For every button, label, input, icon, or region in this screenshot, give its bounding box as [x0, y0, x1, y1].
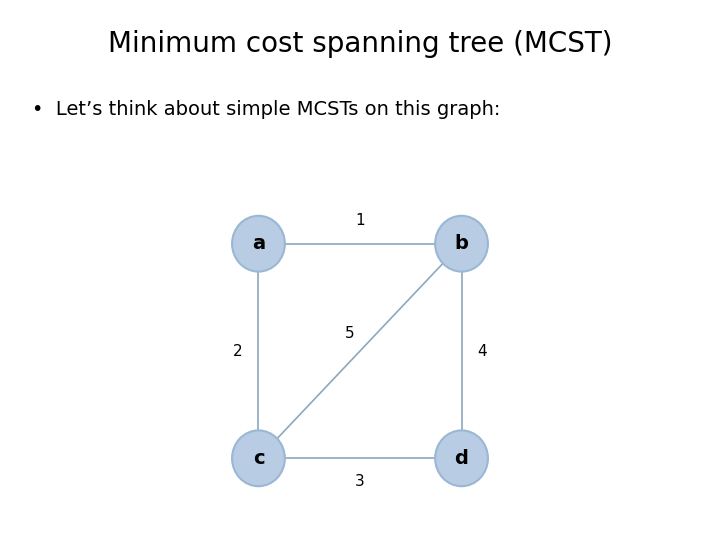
Text: Minimum cost spanning tree (MCST): Minimum cost spanning tree (MCST)	[108, 30, 612, 58]
Circle shape	[435, 216, 488, 272]
Text: •  Let’s think about simple MCSTs on this graph:: • Let’s think about simple MCSTs on this…	[32, 100, 501, 119]
Text: 4: 4	[477, 343, 487, 359]
Circle shape	[435, 430, 488, 486]
Text: b: b	[454, 234, 469, 253]
Text: 2: 2	[233, 343, 243, 359]
Text: 5: 5	[345, 326, 355, 341]
Text: a: a	[252, 234, 265, 253]
Circle shape	[232, 430, 285, 486]
Text: 1: 1	[355, 213, 365, 227]
Text: c: c	[253, 449, 264, 468]
Circle shape	[232, 216, 285, 272]
Text: 3: 3	[355, 475, 365, 489]
Text: d: d	[454, 449, 469, 468]
